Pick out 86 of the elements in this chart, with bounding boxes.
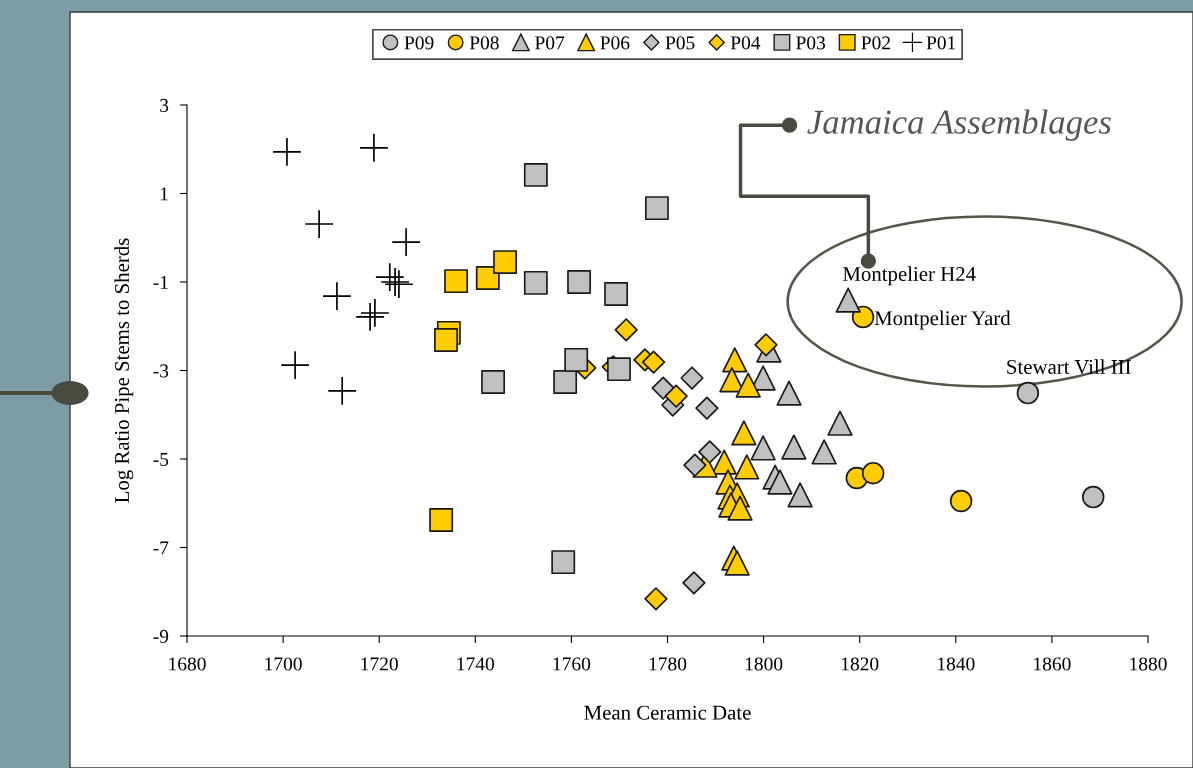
legend-label: P09 — [404, 36, 434, 50]
point — [724, 550, 750, 576]
legend-label: P04 — [730, 36, 761, 50]
point — [827, 410, 853, 436]
y-tick-label: -5 — [153, 453, 169, 466]
point — [523, 162, 548, 187]
x-tick-label: 1720 — [361, 657, 398, 671]
x-tick-label: 1820 — [841, 657, 879, 671]
legend-label: P02 — [861, 36, 890, 50]
point — [392, 228, 420, 257]
point — [444, 269, 469, 294]
point — [722, 347, 748, 373]
annotation: Jamaica Assemblages — [807, 109, 1111, 141]
point — [682, 571, 706, 595]
point — [641, 350, 666, 374]
x-tick-label: 1780 — [649, 657, 687, 671]
point — [360, 299, 389, 327]
annotation: Stewart Vill III — [1007, 359, 1131, 375]
legend-label: P07 — [535, 36, 565, 50]
point — [861, 461, 885, 485]
point — [1081, 485, 1105, 509]
point — [683, 453, 707, 477]
point — [614, 318, 638, 342]
point — [429, 508, 454, 533]
point — [835, 287, 861, 313]
x-tick-label: 1840 — [938, 657, 975, 671]
point — [481, 370, 506, 394]
x-tick-label: 1880 — [1130, 657, 1167, 671]
point — [750, 435, 776, 461]
y-axis-title: Log Ratio Pipe Stems to Sherds — [114, 238, 134, 503]
annotation: Montpelier Yard — [874, 310, 1011, 330]
point — [475, 266, 500, 290]
point — [695, 396, 719, 420]
point — [767, 469, 793, 495]
point — [698, 440, 722, 464]
y-tick-label: -7 — [153, 541, 169, 555]
point — [604, 282, 629, 306]
point — [523, 270, 548, 295]
point — [949, 489, 973, 513]
point — [567, 270, 592, 294]
point — [356, 303, 384, 331]
point — [305, 210, 334, 238]
point — [734, 454, 760, 480]
point — [273, 138, 301, 166]
point — [493, 250, 518, 275]
legend-label: P06 — [600, 36, 630, 50]
x-tick-label: 1700 — [265, 657, 302, 671]
legend-label: P08 — [469, 36, 499, 50]
x-tick-label: 1860 — [1034, 657, 1071, 671]
legend-label: P05 — [665, 36, 695, 50]
point — [281, 351, 309, 380]
x-tick-label: 1680 — [169, 657, 206, 671]
point — [644, 196, 669, 221]
point — [680, 366, 704, 390]
point — [360, 134, 388, 162]
point — [664, 384, 688, 408]
y-tick-label: 1 — [160, 187, 168, 201]
y-tick-label: -3 — [153, 364, 169, 378]
x-tick-label: 1740 — [457, 657, 494, 671]
point — [851, 305, 875, 329]
point — [811, 439, 837, 465]
point — [735, 372, 761, 398]
point — [711, 449, 737, 475]
point — [727, 495, 753, 521]
point — [644, 587, 668, 611]
point — [1016, 381, 1040, 405]
point — [731, 420, 757, 446]
legend-label: P03 — [796, 36, 826, 50]
point — [787, 482, 813, 508]
y-tick-label: -1 — [153, 275, 168, 289]
point — [553, 370, 578, 394]
point — [781, 434, 807, 460]
x-tick-label: 1760 — [553, 657, 591, 671]
point — [434, 328, 458, 352]
x-axis-title: Mean Ceramic Date — [584, 705, 751, 720]
y-tick-label: -9 — [153, 629, 169, 643]
x-tick-label: 1800 — [745, 657, 783, 671]
y-tick-label: 3 — [160, 98, 169, 112]
point — [328, 376, 357, 405]
point — [564, 347, 589, 372]
point — [754, 333, 778, 357]
point — [323, 282, 351, 311]
point — [551, 550, 576, 575]
legend-label: P01 — [926, 36, 956, 50]
point — [776, 380, 802, 406]
annotation: Montpelier H24 — [843, 266, 976, 286]
